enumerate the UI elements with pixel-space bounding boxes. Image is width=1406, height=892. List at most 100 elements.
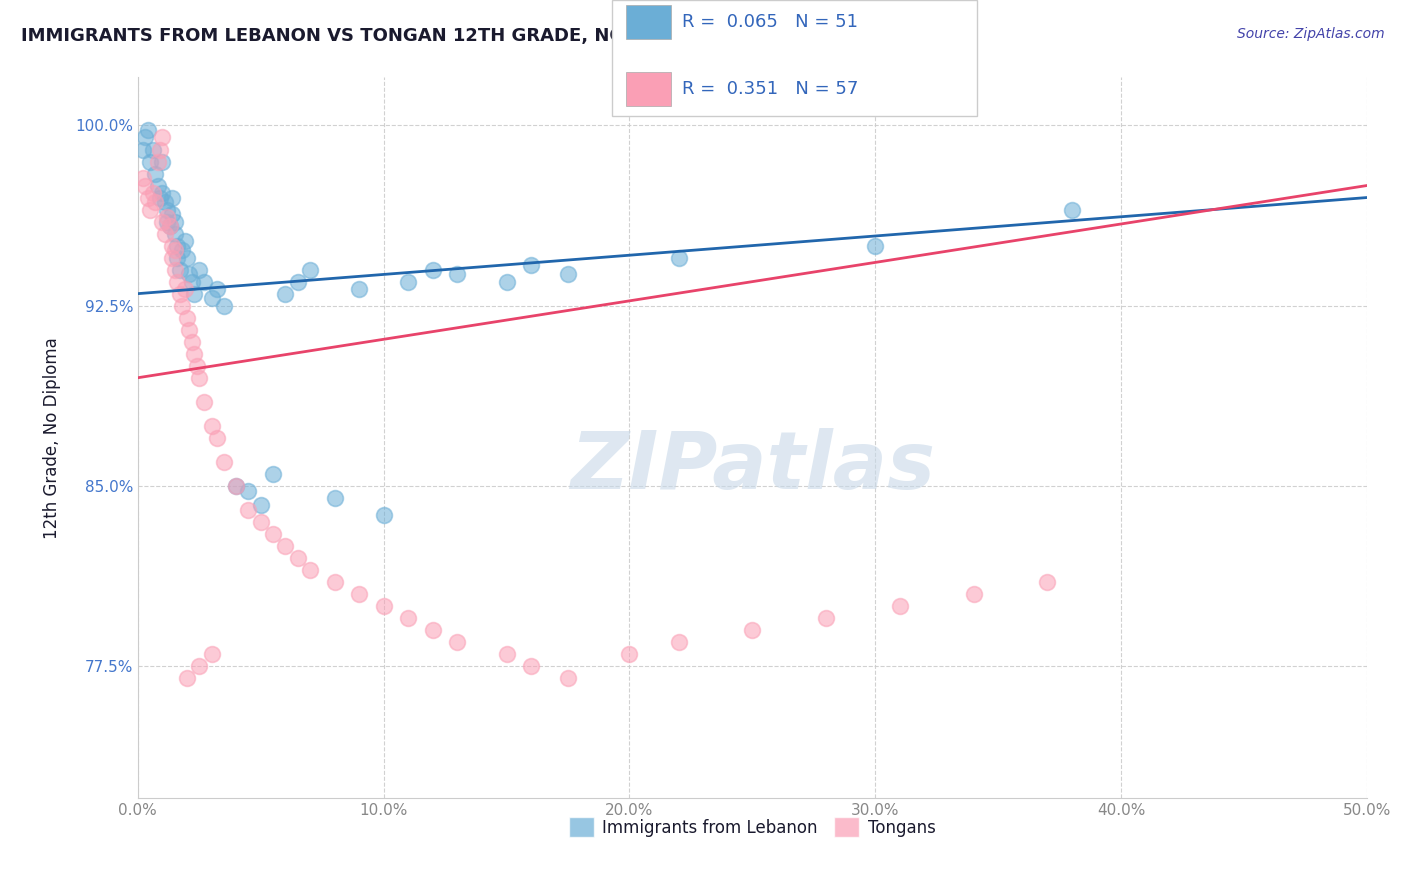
- Point: [323, 491, 346, 505]
- Point: [149, 143, 172, 157]
- Point: [162, 238, 184, 252]
- Point: [274, 539, 297, 553]
- Point: [162, 207, 184, 221]
- Point: [1036, 574, 1059, 589]
- Point: [865, 238, 887, 252]
- Point: [495, 275, 517, 289]
- Point: [249, 498, 271, 512]
- Point: [422, 262, 444, 277]
- Text: Source: ZipAtlas.com: Source: ZipAtlas.com: [1237, 27, 1385, 41]
- Point: [557, 268, 579, 282]
- Point: [520, 258, 543, 272]
- Point: [176, 671, 198, 685]
- Point: [139, 154, 162, 169]
- Point: [188, 262, 211, 277]
- Point: [166, 238, 188, 252]
- Point: [193, 275, 215, 289]
- Point: [212, 455, 235, 469]
- Point: [201, 647, 224, 661]
- Point: [287, 275, 309, 289]
- Point: [225, 479, 247, 493]
- Point: [889, 599, 911, 613]
- Point: [176, 310, 198, 325]
- Point: [347, 282, 370, 296]
- Point: [741, 623, 763, 637]
- Point: [136, 190, 159, 204]
- Point: [201, 418, 224, 433]
- Point: [188, 370, 211, 384]
- Point: [238, 503, 260, 517]
- Point: [132, 171, 155, 186]
- Point: [446, 635, 468, 649]
- Point: [619, 647, 641, 661]
- Point: [172, 244, 194, 258]
- Point: [162, 251, 184, 265]
- Point: [373, 508, 395, 522]
- Point: [262, 527, 284, 541]
- Point: [172, 299, 194, 313]
- Point: [668, 251, 690, 265]
- Point: [132, 143, 155, 157]
- Point: [201, 292, 224, 306]
- Point: [446, 268, 468, 282]
- Point: [396, 275, 419, 289]
- Point: [188, 659, 211, 673]
- Point: [396, 611, 419, 625]
- Point: [181, 275, 204, 289]
- Point: [323, 574, 346, 589]
- Point: [152, 186, 174, 200]
- Point: [193, 394, 215, 409]
- Point: [183, 347, 205, 361]
- Point: [156, 202, 179, 217]
- Point: [962, 587, 984, 601]
- Point: [298, 262, 321, 277]
- Point: [134, 178, 156, 193]
- Point: [205, 431, 228, 445]
- Point: [212, 299, 235, 313]
- Point: [186, 359, 208, 373]
- Point: [152, 214, 174, 228]
- Point: [205, 282, 228, 296]
- Point: [238, 483, 260, 498]
- Point: [153, 227, 176, 241]
- Point: [668, 635, 690, 649]
- Point: [142, 186, 165, 200]
- Point: [183, 286, 205, 301]
- Point: [163, 262, 186, 277]
- Legend: Immigrants from Lebanon, Tongans: Immigrants from Lebanon, Tongans: [562, 810, 942, 844]
- Point: [815, 611, 838, 625]
- Point: [422, 623, 444, 637]
- Point: [146, 178, 169, 193]
- Point: [249, 515, 271, 529]
- Point: [298, 563, 321, 577]
- Point: [136, 123, 159, 137]
- Y-axis label: 12th Grade, No Diploma: 12th Grade, No Diploma: [44, 337, 60, 539]
- Point: [166, 251, 188, 265]
- Point: [146, 154, 169, 169]
- Point: [520, 659, 543, 673]
- Point: [181, 334, 204, 349]
- Point: [142, 143, 165, 157]
- Point: [495, 647, 517, 661]
- Text: IMMIGRANTS FROM LEBANON VS TONGAN 12TH GRADE, NO DIPLOMA CORRELATION CHART: IMMIGRANTS FROM LEBANON VS TONGAN 12TH G…: [21, 27, 945, 45]
- Point: [152, 154, 174, 169]
- Point: [159, 219, 181, 234]
- Point: [163, 227, 186, 241]
- Point: [143, 167, 166, 181]
- Point: [1060, 202, 1083, 217]
- Point: [169, 262, 191, 277]
- Point: [166, 275, 188, 289]
- Point: [373, 599, 395, 613]
- Point: [139, 202, 162, 217]
- Point: [159, 219, 181, 234]
- Point: [176, 251, 198, 265]
- Point: [287, 550, 309, 565]
- Point: [134, 130, 156, 145]
- Point: [173, 282, 195, 296]
- Point: [152, 130, 174, 145]
- Point: [225, 479, 247, 493]
- Point: [143, 195, 166, 210]
- Point: [149, 190, 172, 204]
- Point: [153, 195, 176, 210]
- Text: R =  0.065   N = 51: R = 0.065 N = 51: [682, 13, 858, 31]
